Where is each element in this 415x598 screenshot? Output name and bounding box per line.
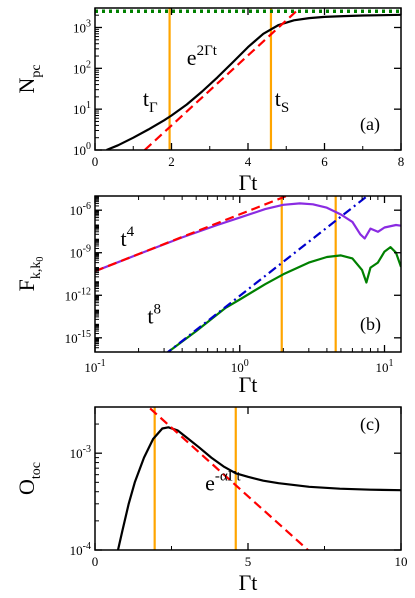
annotation-1: t4 — [120, 224, 134, 251]
x-tick-label: 0 — [92, 554, 99, 569]
x-tick-label: 100 — [231, 358, 249, 375]
plot-frame — [94, 406, 402, 551]
x-tick-label: 0 — [92, 154, 99, 169]
panel-label: (a) — [360, 114, 380, 135]
y-tick-label: 100 — [73, 141, 91, 158]
series-line-1 — [106, 13, 401, 150]
panel-3: 0 5 10 10-4 10-3 Γt Otoc e-αΓt (c) — [14, 406, 408, 595]
plot-frame — [94, 7, 402, 151]
annotation-1: e-αΓt — [205, 469, 241, 496]
y-tick-label: 103 — [73, 18, 91, 35]
y-tick-label: 10-12 — [65, 286, 91, 303]
panel-label: (c) — [360, 414, 380, 435]
y-axis-label: Npc — [14, 64, 44, 93]
series-line-1 — [95, 202, 401, 273]
x-axis-label: Γt — [239, 170, 258, 195]
x-tick-label: 10-1 — [84, 358, 105, 375]
x-tick-label: 8 — [398, 154, 405, 169]
panel-label: (b) — [360, 314, 381, 335]
panel-1: 0 2 4 6 8 100 101 102 103 Γt Npc e2Γt tΓ tS (a) — [14, 7, 405, 195]
annotation-3: tS — [275, 86, 289, 116]
x-tick-label: 101 — [376, 358, 394, 375]
plot-frame — [94, 195, 402, 353]
x-tick-label: 2 — [168, 154, 175, 169]
plot-area — [95, 8, 401, 150]
series-line-2 — [149, 407, 310, 550]
x-tick-label: 5 — [245, 554, 252, 569]
y-tick-label: 10-15 — [65, 329, 91, 346]
series-line-2 — [143, 8, 302, 150]
y-tick-label: 102 — [73, 59, 91, 76]
series-line-2 — [167, 246, 401, 352]
x-tick-label: 4 — [245, 154, 252, 169]
y-axis-label: Otoc — [14, 462, 44, 495]
y-tick-label: 10-6 — [70, 201, 91, 218]
plot-area — [116, 407, 401, 550]
y-tick-label: 10-9 — [70, 244, 91, 261]
y-tick-label: 101 — [73, 100, 91, 117]
annotation-2: t8 — [147, 302, 161, 329]
series-line-3 — [95, 196, 290, 273]
x-axis-label: Γt — [239, 372, 258, 397]
y-axis-label: Fk,k0 — [14, 257, 46, 292]
plot-area — [95, 196, 401, 352]
annotation-2: tΓ — [143, 86, 158, 116]
x-tick-label: 6 — [321, 154, 328, 169]
series-line-1 — [116, 426, 401, 550]
x-tick-label: 10 — [395, 554, 408, 569]
annotation-1: e2Γt — [187, 43, 218, 70]
x-axis-label: Γt — [239, 570, 258, 595]
panel-2: 10-1 100 101 10-15 10-12 10-9 10-6 Γt Fk,k0 t4 t8 (… — [14, 195, 402, 397]
series-line-4 — [166, 196, 370, 352]
y-tick-label: 10-4 — [70, 541, 91, 558]
y-tick-label: 10-3 — [70, 444, 91, 461]
